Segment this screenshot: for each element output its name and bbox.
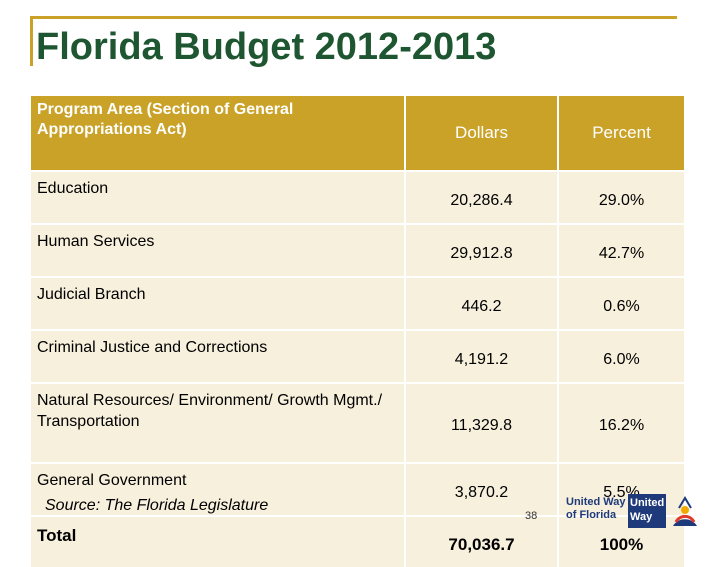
- row-dollars: 11,329.8: [405, 382, 559, 463]
- row-percent: 5.5%: [558, 462, 684, 516]
- table-row: Natural Resources/ Environment/ Growth M…: [31, 382, 684, 463]
- logo-wordmark: United Way of Florida: [566, 496, 626, 522]
- row-dollars: 29,912.8: [405, 223, 559, 277]
- row-area: Human Services: [31, 223, 406, 277]
- title-frame-top: [30, 16, 677, 19]
- table-row: Education 20,286.4 29.0%: [31, 170, 684, 224]
- slide-title: Florida Budget 2012-2013: [36, 26, 497, 68]
- table-header-row: Program Area (Section of General Appropr…: [31, 96, 684, 171]
- logo-box: United Way: [628, 494, 666, 528]
- row-dollars: 3,870.2: [405, 462, 559, 516]
- row-dollars: 446.2: [405, 276, 559, 330]
- header-dollars: Dollars: [405, 96, 559, 171]
- row-area: Judicial Branch: [31, 276, 406, 330]
- row-area: Criminal Justice and Corrections: [31, 329, 406, 383]
- total-label: Total: [31, 515, 406, 567]
- row-percent: 6.0%: [558, 329, 684, 383]
- row-percent: 42.7%: [558, 223, 684, 277]
- table-row: Criminal Justice and Corrections 4,191.2…: [31, 329, 684, 383]
- row-dollars: 20,286.4: [405, 170, 559, 224]
- header-program-area: Program Area (Section of General Appropr…: [31, 96, 406, 171]
- row-dollars: 4,191.2: [405, 329, 559, 383]
- row-area: Natural Resources/ Environment/ Growth M…: [31, 382, 406, 463]
- source-note: Source: The Florida Legislature: [45, 497, 269, 514]
- logo-line-1: United Way: [566, 496, 626, 508]
- united-way-logo: United Way of Florida United Way: [566, 494, 700, 530]
- table-row: Judicial Branch 446.2 0.6%: [31, 276, 684, 330]
- row-area: General Government: [31, 462, 406, 516]
- row-area: Education: [31, 170, 406, 224]
- logo-box-line-1: United: [630, 497, 665, 509]
- logo-box-text: United Way: [630, 496, 664, 524]
- header-percent: Percent: [558, 96, 684, 171]
- row-percent: 0.6%: [558, 276, 684, 330]
- table-row: Human Services 29,912.8 42.7%: [31, 223, 684, 277]
- table-row: General Government 3,870.2 5.5%: [31, 462, 684, 516]
- page-number: 38: [525, 510, 538, 522]
- united-way-hand-icon: [673, 496, 697, 526]
- logo-line-2: of Florida: [566, 509, 617, 521]
- row-percent: 29.0%: [558, 170, 684, 224]
- logo-box-line-2: Way: [630, 511, 653, 523]
- row-percent: 16.2%: [558, 382, 684, 463]
- total-dollars: 70,036.7: [405, 515, 559, 567]
- title-frame-left: [30, 16, 33, 66]
